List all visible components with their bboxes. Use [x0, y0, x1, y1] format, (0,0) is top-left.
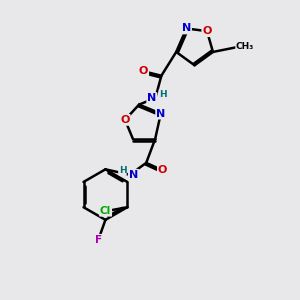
- Text: O: O: [202, 26, 212, 36]
- Text: O: O: [139, 66, 148, 76]
- Text: Cl: Cl: [100, 206, 111, 216]
- Text: O: O: [120, 115, 130, 125]
- Text: N: N: [156, 109, 165, 118]
- Text: H: H: [159, 90, 166, 99]
- Text: N: N: [147, 93, 157, 103]
- Text: N: N: [182, 23, 191, 34]
- Text: N: N: [129, 170, 138, 180]
- Text: H: H: [118, 166, 126, 175]
- Text: CH₃: CH₃: [236, 42, 254, 51]
- Text: O: O: [158, 165, 167, 175]
- Text: F: F: [95, 235, 102, 245]
